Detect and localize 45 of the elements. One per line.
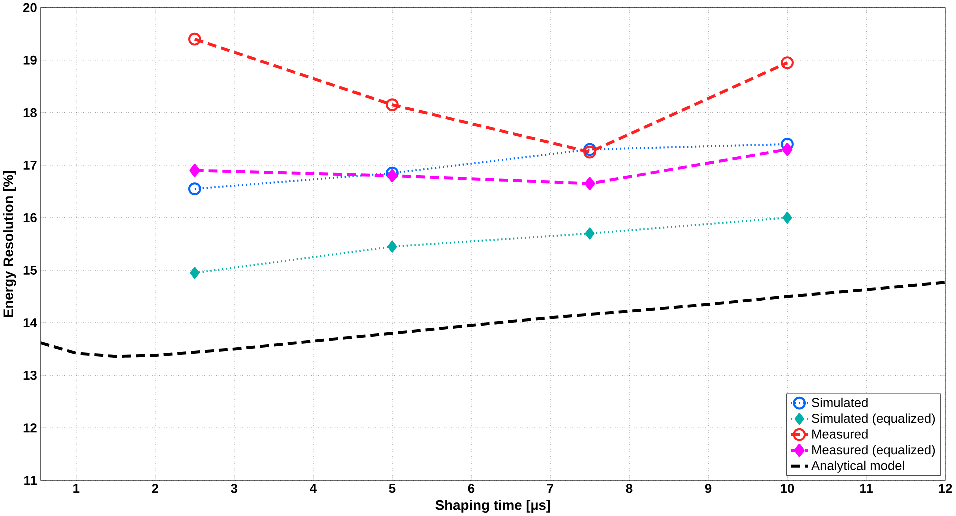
point: [781, 138, 794, 151]
y-tick-label: 13: [24, 370, 37, 380]
x-axis-title: Shaping time [µs]: [436, 500, 550, 513]
x-tick-label: 7: [547, 484, 554, 493]
point: [782, 212, 792, 224]
point: [387, 169, 398, 182]
legend-label: Simulated: [812, 398, 868, 408]
point: [584, 143, 596, 156]
x-tick-label: 6: [468, 484, 475, 494]
legend-label: Analytical model: [812, 460, 904, 473]
point: [190, 267, 200, 279]
x-tick-label: 4: [310, 484, 317, 493]
y-tick-label: 18: [24, 108, 37, 118]
y-tick-label: 19: [24, 56, 37, 65]
x-tick-label: 2: [152, 484, 158, 493]
point: [190, 164, 200, 177]
point: [584, 177, 596, 190]
x-tick-label: 8: [626, 484, 633, 494]
point: [782, 143, 793, 156]
y-axis-title: Energy Resolution [%]: [3, 171, 16, 318]
point: [386, 166, 399, 180]
y-tick-label: 15: [24, 266, 38, 275]
point: [388, 240, 398, 253]
point: [584, 146, 596, 159]
legend-label: Measured (equalized): [812, 445, 936, 458]
y-tick-label: 17: [24, 160, 37, 170]
point: [188, 32, 202, 46]
legend-label: Measured: [812, 429, 868, 439]
point: [781, 56, 794, 70]
point: [585, 228, 595, 240]
x-tick-label: 5: [389, 484, 396, 493]
y-tick-label: 12: [24, 423, 37, 432]
legend-label: Simulated (equalized): [812, 414, 936, 426]
x-tick-label: 3: [231, 484, 238, 494]
y-tick-label: 20: [24, 3, 37, 12]
x-tick-label: 12: [939, 484, 952, 493]
y-tick-label: 16: [24, 213, 37, 222]
x-tick-label: 10: [781, 484, 794, 494]
x-tick-label: 1: [74, 484, 80, 493]
y-tick-label: 11: [24, 476, 38, 485]
y-tick-label: 14: [24, 318, 38, 328]
point: [188, 182, 202, 196]
x-tick-label: 9: [705, 484, 712, 494]
point: [386, 98, 399, 112]
x-tick-label: 11: [860, 484, 873, 493]
